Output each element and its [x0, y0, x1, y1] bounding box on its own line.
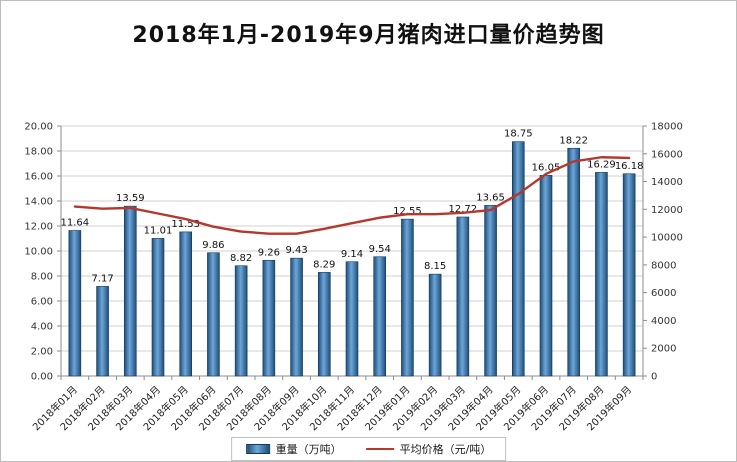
bar: [317, 272, 331, 377]
bar-value-label: 7.17: [91, 273, 113, 284]
legend-price-label: 平均价格（元/吨）: [399, 443, 492, 456]
bar: [262, 259, 276, 377]
left-axis-label: 20.00: [24, 122, 53, 133]
left-axis-label: 12.00: [24, 222, 53, 233]
bar-value-label: 13.59: [116, 193, 145, 204]
right-axis-label: 6000: [651, 288, 676, 299]
price-line: [73, 156, 631, 235]
bar: [68, 230, 82, 377]
left-axis-label: 8.00: [31, 272, 53, 283]
bar-value-label: 8.82: [230, 253, 252, 264]
chart-title: 2018年1月-2019年9月猪肉进口量价趋势图: [132, 23, 605, 48]
right-axis-label: 8000: [651, 260, 676, 271]
bar-value-label: 11.53: [171, 219, 200, 230]
bar: [456, 216, 470, 377]
left-axis-label: 16.00: [24, 172, 53, 183]
bar-value-label: 12.72: [449, 204, 478, 215]
bar: [290, 257, 303, 377]
bar-value-label: 11.01: [144, 225, 173, 236]
bar-value-label: 16.18: [615, 161, 644, 172]
bar-value-label: 16.05: [532, 162, 561, 173]
left-axis-label: 10.00: [24, 247, 53, 258]
left-axis-label: 6.00: [31, 297, 53, 308]
legend-bar-swatch-icon: [245, 444, 270, 454]
bar: [622, 173, 636, 377]
right-axis-label: 4000: [651, 316, 676, 327]
right-axis-label: 12000: [651, 205, 683, 216]
right-axis-label: 2000: [651, 344, 676, 355]
chart-legend: 重量（万吨） 平均价格（元/吨）: [230, 437, 507, 461]
bar-value-label: 9.26: [258, 247, 280, 258]
bar: [345, 261, 359, 377]
bar-value-label: 13.65: [476, 192, 505, 203]
bar-value-label: 9.43: [285, 245, 307, 256]
bar-value-label: 18.22: [559, 135, 588, 146]
bar: [539, 175, 553, 377]
bar-value-label: 18.75: [504, 129, 533, 140]
bar-value-label: 11.64: [61, 218, 90, 229]
bar: [234, 265, 248, 377]
bar: [123, 205, 137, 377]
left-axis-label: 18.00: [24, 147, 53, 158]
bar: [484, 205, 497, 377]
bar: [511, 141, 525, 377]
bar: [595, 172, 608, 377]
left-axis-label: 0.00: [31, 372, 53, 383]
bar-value-label: 16.29: [587, 159, 616, 170]
bar-value-label: 8.29: [313, 259, 335, 270]
bar: [179, 231, 193, 377]
legend-item-price: 平均价格（元/吨）: [365, 441, 492, 457]
legend-line-swatch-icon: [365, 448, 394, 450]
bar-value-label: 9.14: [341, 249, 363, 260]
bar: [401, 218, 414, 377]
right-axis-label: 0: [651, 372, 657, 383]
bar-value-label: 8.15: [424, 261, 446, 272]
bar: [373, 256, 387, 377]
left-axis-label: 2.00: [31, 347, 53, 358]
right-axis-label: 16000: [651, 149, 683, 160]
right-axis-label: 10000: [651, 233, 683, 244]
bar-value-label: 9.86: [202, 240, 224, 251]
bar: [96, 286, 109, 377]
legend-item-weight: 重量（万吨）: [245, 441, 342, 457]
bar-value-label: 9.54: [369, 244, 391, 255]
left-axis-label: 14.00: [24, 197, 53, 208]
bar-value-label: 12.55: [393, 206, 422, 217]
right-axis-label: 14000: [651, 177, 683, 188]
right-axis-label: 18000: [651, 122, 683, 133]
bar: [428, 273, 442, 377]
legend-weight-label: 重量（万吨）: [275, 443, 342, 456]
bar: [151, 238, 165, 377]
bar: [207, 252, 220, 377]
bar: [567, 147, 581, 377]
left-axis-label: 4.00: [31, 322, 53, 333]
